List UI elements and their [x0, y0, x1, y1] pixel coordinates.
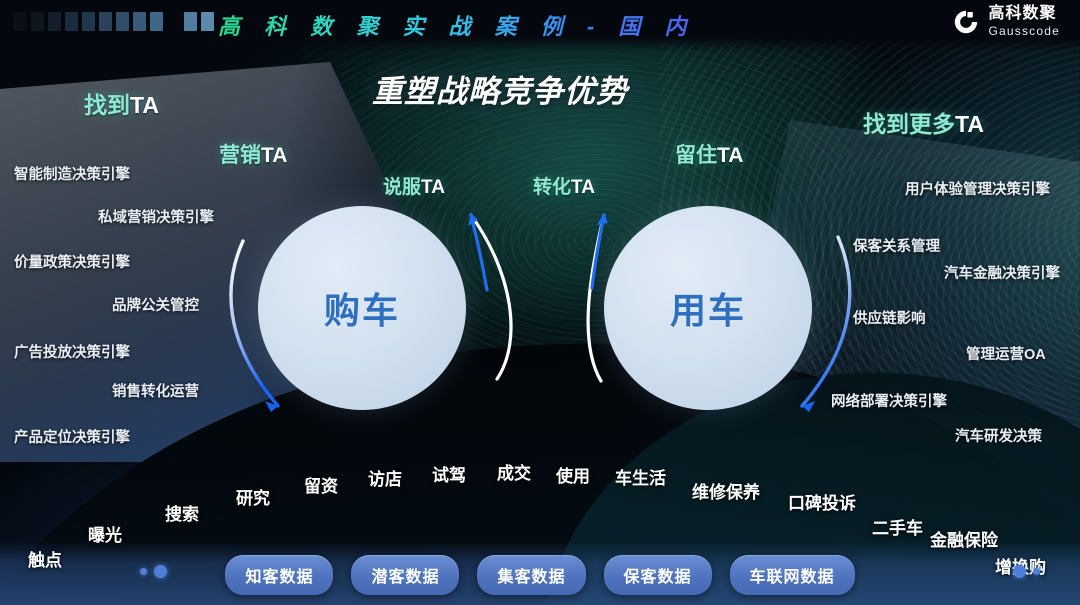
header-block: [82, 12, 95, 31]
right-dot-group: [1013, 565, 1040, 578]
data-pill-row: 知客数据 潜客数据 集客数据 保客数据 车联网数据: [0, 555, 1080, 595]
header-block: [14, 12, 27, 31]
engine-label-left-6: 销售转化运营: [112, 384, 199, 400]
engine-label-left-1: 智能制造决策引擎: [14, 167, 130, 183]
data-pill-qianke[interactable]: 潜客数据: [351, 555, 460, 595]
journey-stage-2: 曝光: [88, 526, 122, 545]
engine-label-left-4: 品牌公关管控: [112, 298, 199, 314]
engine-label-right-2: 保客关系管理: [853, 239, 940, 255]
engine-label-right-4: 供应链影响: [853, 311, 926, 327]
journey-stage-11: 维修保养: [692, 483, 760, 502]
header-block: [133, 12, 146, 31]
header-block-decoration: [14, 12, 214, 31]
engine-label-left-5: 广告投放决策引擎: [14, 345, 130, 361]
page-title: 重塑战略竞争优势: [372, 74, 628, 109]
data-pill-zhike[interactable]: 知客数据: [225, 555, 334, 595]
journey-stage-3: 搜索: [165, 505, 199, 524]
logo-text: 高科数聚 Gausscode: [988, 5, 1060, 38]
brand-logo: 高科数聚 Gausscode: [952, 6, 1060, 37]
header-block: [201, 12, 214, 31]
engine-label-right-5: 管理运营OA: [966, 347, 1046, 363]
engine-label-right-6: 网络部署决策引擎: [831, 394, 947, 410]
node-circle-usage[interactable]: 用车: [604, 206, 812, 410]
node-circle-purchase[interactable]: 购车: [258, 206, 466, 410]
header-title: 高 科 数 聚 实 战 案 例 - 国 内: [218, 9, 695, 41]
ta-label-market: 营销TA: [219, 144, 288, 167]
ta-label-convert: 转化TA: [533, 177, 595, 198]
journey-stage-8: 成交: [497, 464, 531, 483]
journey-stage-1: 触点: [28, 551, 62, 570]
header-block: [150, 12, 163, 31]
engine-label-right-1: 用户体验管理决策引擎: [905, 182, 1050, 198]
journey-stage-9: 使用: [556, 467, 590, 486]
node-label-usage: 用车: [669, 290, 746, 331]
ta-label-retain: 留住TA: [675, 144, 744, 167]
engine-label-right-3: 汽车金融决策引擎: [944, 266, 1060, 282]
journey-stage-14: 金融保险: [930, 531, 998, 550]
ta-label-find-more: 找到更多TA: [863, 111, 984, 137]
logo-name-cn: 高科数聚: [988, 5, 1057, 22]
engine-label-left-2: 私域营销决策引擎: [98, 210, 214, 226]
left-dot-group: [140, 565, 167, 578]
decoration-dot-small: [140, 568, 147, 575]
engine-label-right-7: 汽车研发决策: [955, 429, 1042, 445]
header-block: [167, 12, 180, 31]
decoration-dot-large: [154, 565, 167, 578]
header-block: [99, 12, 112, 31]
journey-stage-6: 访店: [368, 470, 402, 489]
engine-label-left-7: 产品定位决策引擎: [14, 430, 130, 446]
header-bar: 高 科 数 聚 实 战 案 例 - 国 内 高科数聚 Gausscode: [0, 0, 1080, 52]
engine-label-left-3: 价量政策决策引擎: [14, 255, 130, 271]
journey-stage-7: 试驾: [432, 466, 466, 485]
journey-stage-5: 留资: [304, 477, 338, 496]
header-block: [184, 12, 197, 31]
data-pill-baoke[interactable]: 保客数据: [603, 555, 712, 595]
data-pill-cheliwang[interactable]: 车联网数据: [729, 555, 855, 595]
data-pill-jike[interactable]: 集客数据: [477, 555, 586, 595]
header-block: [116, 12, 129, 31]
gausscode-mark-icon: [955, 10, 978, 33]
journey-stage-10: 车生活: [615, 469, 666, 488]
decoration-dot-large: [1013, 565, 1026, 578]
header-block: [48, 12, 61, 31]
journey-stage-12: 口碑投诉: [788, 494, 856, 513]
ta-label-find: 找到TA: [84, 92, 159, 118]
decoration-dot-small: [1033, 568, 1040, 575]
header-block: [31, 12, 44, 31]
journey-stage-13: 二手车: [872, 519, 923, 538]
header-block: [65, 12, 78, 31]
node-label-purchase: 购车: [323, 290, 400, 331]
journey-stage-4: 研究: [236, 489, 270, 508]
ta-label-persuade: 说服TA: [383, 177, 445, 198]
logo-name-en: Gausscode: [988, 24, 1060, 38]
